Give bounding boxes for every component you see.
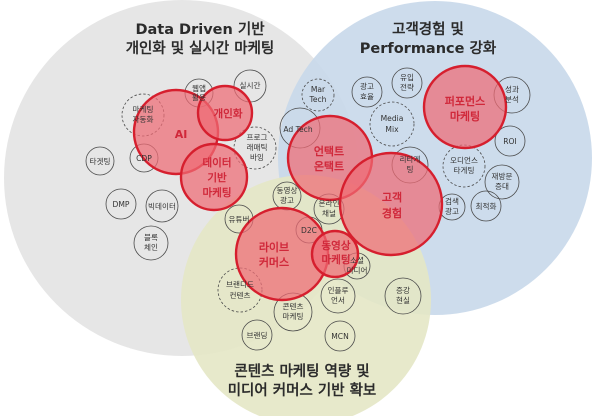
node-audience-circle (442, 144, 486, 188)
label-martech-1: Mar (311, 85, 326, 94)
label-content-marketing-1: 콘텐츠 (283, 301, 304, 311)
label-d2c: D2C (301, 226, 317, 235)
node-repurchase-circle (484, 164, 520, 200)
red-label-live-commerce-2: 커머스 (259, 255, 289, 269)
red-label-data-marketing-1: 데이터 (203, 156, 232, 169)
customer-experience-title-line2: Performance 강화 (360, 39, 497, 57)
label-audience-1: 오디언스 (450, 155, 478, 165)
label-repurchase-1: 재방문 (492, 171, 513, 181)
red-label-personalization: 개인화 (214, 107, 243, 120)
red-label-data-marketing-3: 마케팅 (203, 186, 232, 199)
node-dmp-circle (105, 188, 137, 220)
label-video-ad-2: 광고 (280, 195, 294, 205)
red-label-untact-1: 언택트 (314, 144, 344, 158)
red-circle-customer-experience (338, 151, 444, 257)
red-label-data-marketing-2: 기반 (207, 171, 227, 184)
label-ar-vr-2: 현실 (396, 295, 410, 305)
red-label-performance-1: 퍼포먼스 (445, 94, 485, 108)
label-targeting: 타겟팅 (90, 156, 111, 166)
label-ad-efficiency-2: 효율 (360, 92, 374, 101)
red-label-untact-2: 온택트 (314, 159, 344, 173)
red-circle-video-marketing (310, 229, 360, 279)
label-audience-2: 타게팅 (454, 165, 475, 175)
node-ad-efficiency-circle (351, 76, 383, 108)
label-search-ad-1: 검색 (445, 196, 459, 206)
label-influencer-1: 인플루 (328, 285, 349, 295)
node-media-mix-circle (369, 101, 415, 147)
label-media-mix-2: Mix (385, 125, 399, 134)
label-youtuber: 유튜버 (229, 214, 250, 224)
label-content-marketing-2: 마케팅 (283, 311, 304, 321)
label-marketing-automation-2: 자동화 (133, 115, 154, 124)
label-programmatic-1: 프로그 (247, 133, 268, 142)
red-label-customer-experience-1: 고객 (382, 190, 402, 204)
node-targeting-circle (85, 146, 115, 176)
node-roi-circle (494, 125, 526, 157)
node-branding-circle (241, 319, 273, 351)
label-inflow-strategy-1: 유입 (400, 73, 414, 82)
label-blockchain-2: 체인 (144, 242, 158, 252)
label-video-ad-1: 동영상 (277, 185, 298, 195)
content-marketing-title-line1: 콘텐츠 마케팅 역량 및 (234, 362, 369, 380)
label-programmatic-2: 래매틱 (247, 142, 268, 152)
label-mcn: MCN (331, 332, 349, 341)
content-marketing-title-line2: 미디어 커머스 기반 확보 (228, 381, 377, 399)
red-label-live-commerce-1: 라이브 (259, 240, 289, 254)
node-ar-vr-circle (384, 277, 422, 315)
label-search-ad-2: 광고 (445, 206, 459, 216)
label-dmp: DMP (113, 200, 130, 209)
label-blockchain-1: 블록 (144, 233, 158, 242)
node-martech-circle (301, 78, 335, 112)
red-label-customer-experience-2: 경험 (382, 206, 402, 220)
red-circle-performance (422, 64, 508, 150)
label-ad-efficiency-1: 광고 (360, 81, 374, 91)
label-retargeting-2: 팅 (407, 164, 414, 174)
customer-experience-title-line1: 고객경험 및 (392, 20, 464, 38)
label-branding: 브랜딩 (247, 330, 268, 340)
label-roi: ROI (503, 137, 517, 146)
label-web-usage-1: 웹앱 (192, 84, 206, 93)
label-bigdata: 빅데이터 (148, 201, 176, 211)
label-martech-2: Tech (308, 95, 326, 104)
node-inflow-strategy-circle (391, 67, 423, 99)
label-marketing-automation-1: 마케팅 (133, 104, 154, 114)
label-programmatic-3: 바잉 (250, 152, 264, 162)
label-web-usage-2: 활용 (192, 92, 206, 102)
label-ar-vr-1: 증강 (396, 285, 410, 295)
label-online-channel-2: 채널 (322, 208, 336, 218)
red-label-ai: AI (175, 128, 188, 141)
red-circle-personalization (196, 84, 254, 142)
data-driven-title-line2: 개인화 및 실시간 마케팅 (126, 39, 275, 57)
label-social-media-2: 미디어 (347, 265, 368, 275)
label-conversion-1: 성과 (505, 85, 519, 94)
node-blockchain-circle (133, 225, 169, 261)
label-optimization: 최적화 (476, 201, 497, 211)
label-branded-content-2: 컨텐츠 (230, 290, 251, 300)
red-label-video-marketing-2: 마케팅 (322, 253, 351, 266)
node-influencer-circle (320, 278, 356, 314)
label-online-channel-1: 온라인 (319, 198, 340, 208)
label-social-media-1: 소셜 (350, 256, 364, 265)
label-influencer-2: 언서 (331, 295, 345, 305)
label-inflow-strategy-2: 전략 (400, 82, 414, 92)
red-label-video-marketing-1: 동영상 (322, 239, 351, 252)
node-mcn-circle (324, 320, 356, 352)
node-programmatic-circle (233, 126, 277, 170)
label-realtime: 실시간 (240, 80, 261, 90)
label-branded-content-1: 브랜디드 (226, 279, 254, 289)
label-cdp: CDP (136, 154, 152, 163)
label-repurchase-2: 증대 (495, 182, 509, 191)
red-label-performance-2: 마케팅 (450, 109, 480, 123)
node-optimization-circle (470, 190, 502, 222)
node-bigdata-circle (145, 189, 179, 223)
red-circle-data-marketing (179, 142, 249, 212)
label-retargeting-1: 리타게 (400, 154, 421, 164)
data-driven-title-line1: Data Driven 기반 (135, 21, 265, 38)
label-adtech: Ad Tech (283, 125, 312, 134)
label-media-mix-1: Media (381, 114, 404, 123)
label-conversion-2: 분석 (505, 94, 519, 104)
